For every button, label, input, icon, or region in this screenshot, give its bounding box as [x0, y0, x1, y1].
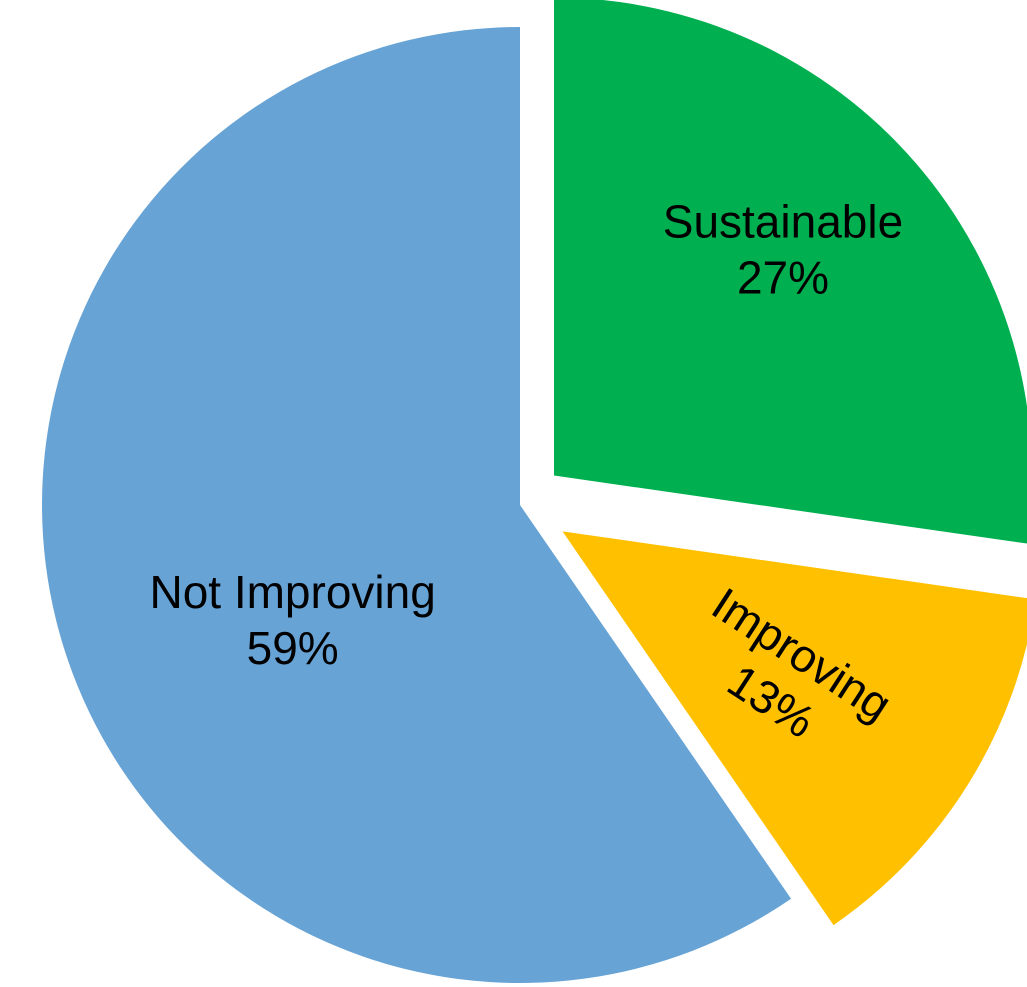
slice-name: Not Improving — [149, 566, 435, 618]
slice-label-not-improving: Not Improving 59% — [149, 566, 435, 674]
slice-name: Sustainable — [663, 195, 903, 247]
pie-slice-improving — [562, 531, 1027, 926]
pie-slices — [42, 0, 1027, 983]
slice-label-sustainable: Sustainable 27% — [663, 195, 903, 303]
slice-percent: 27% — [737, 251, 829, 303]
slice-percent: 59% — [247, 622, 339, 674]
pie-slice-sustainable — [554, 0, 1027, 544]
pie-slice-not-improving — [42, 27, 792, 983]
